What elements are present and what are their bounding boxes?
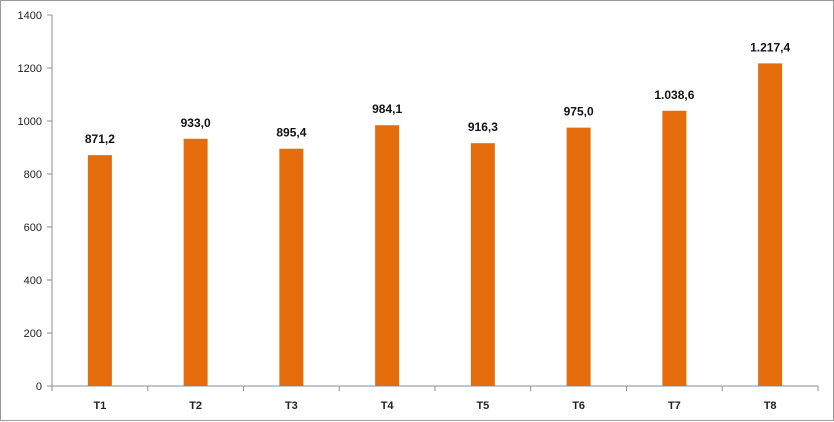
data-label-t3: 895,4: [276, 126, 306, 140]
data-label-t7: 1.038,6: [654, 88, 694, 102]
category-label-t5: T5: [476, 400, 489, 412]
y-tick-label: 200: [24, 328, 42, 340]
bar-t3: [279, 148, 304, 386]
data-label-t6: 975,0: [564, 105, 594, 119]
y-axis-ticks: 0 200 400 600 800 1000 1200 1400: [18, 10, 52, 393]
data-label-t4: 984,1: [372, 102, 402, 116]
y-tick-label: 1400: [18, 10, 42, 22]
bar-t5: [470, 143, 495, 386]
data-label-t8: 1.217,4: [750, 40, 790, 54]
bar-t2: [183, 138, 208, 386]
bar-t1: [87, 155, 112, 386]
y-tick-label: 400: [24, 275, 42, 287]
category-label-t2: T2: [189, 400, 202, 412]
category-label-t7: T7: [668, 400, 681, 412]
bar-t7: [662, 110, 687, 387]
y-tick-label: 1200: [18, 63, 42, 75]
category-label-t3: T3: [285, 400, 298, 412]
data-labels: 871,2 933,0 895,4 984,1 916,3 975,0 1.038,6 1.2…: [85, 40, 791, 146]
y-tick-label: 800: [24, 169, 42, 181]
category-label-t8: T8: [764, 400, 777, 412]
x-axis-ticks: [51, 386, 819, 391]
bars: [87, 63, 783, 387]
y-tick-label: 0: [36, 381, 42, 393]
data-label-t1: 871,2: [85, 132, 115, 146]
category-label-t1: T1: [93, 400, 106, 412]
category-label-t4: T4: [381, 400, 395, 412]
y-tick-label: 1000: [18, 116, 42, 128]
bar-t4: [375, 125, 400, 386]
bar-t8: [758, 63, 783, 386]
axes: [51, 15, 818, 387]
category-labels: T1 T2 T3 T4 T5 T6 T7 T8: [93, 400, 776, 412]
category-label-t6: T6: [572, 400, 585, 412]
data-label-t2: 933,0: [181, 116, 211, 130]
data-label-t5: 916,3: [468, 120, 498, 134]
y-tick-label: 600: [24, 222, 42, 234]
bar-t6: [566, 127, 591, 386]
